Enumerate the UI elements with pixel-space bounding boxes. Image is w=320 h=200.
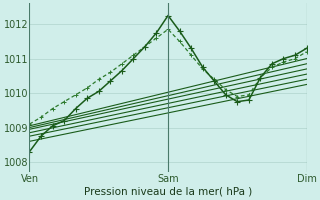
X-axis label: Pression niveau de la mer( hPa ): Pression niveau de la mer( hPa ) [84, 187, 252, 197]
